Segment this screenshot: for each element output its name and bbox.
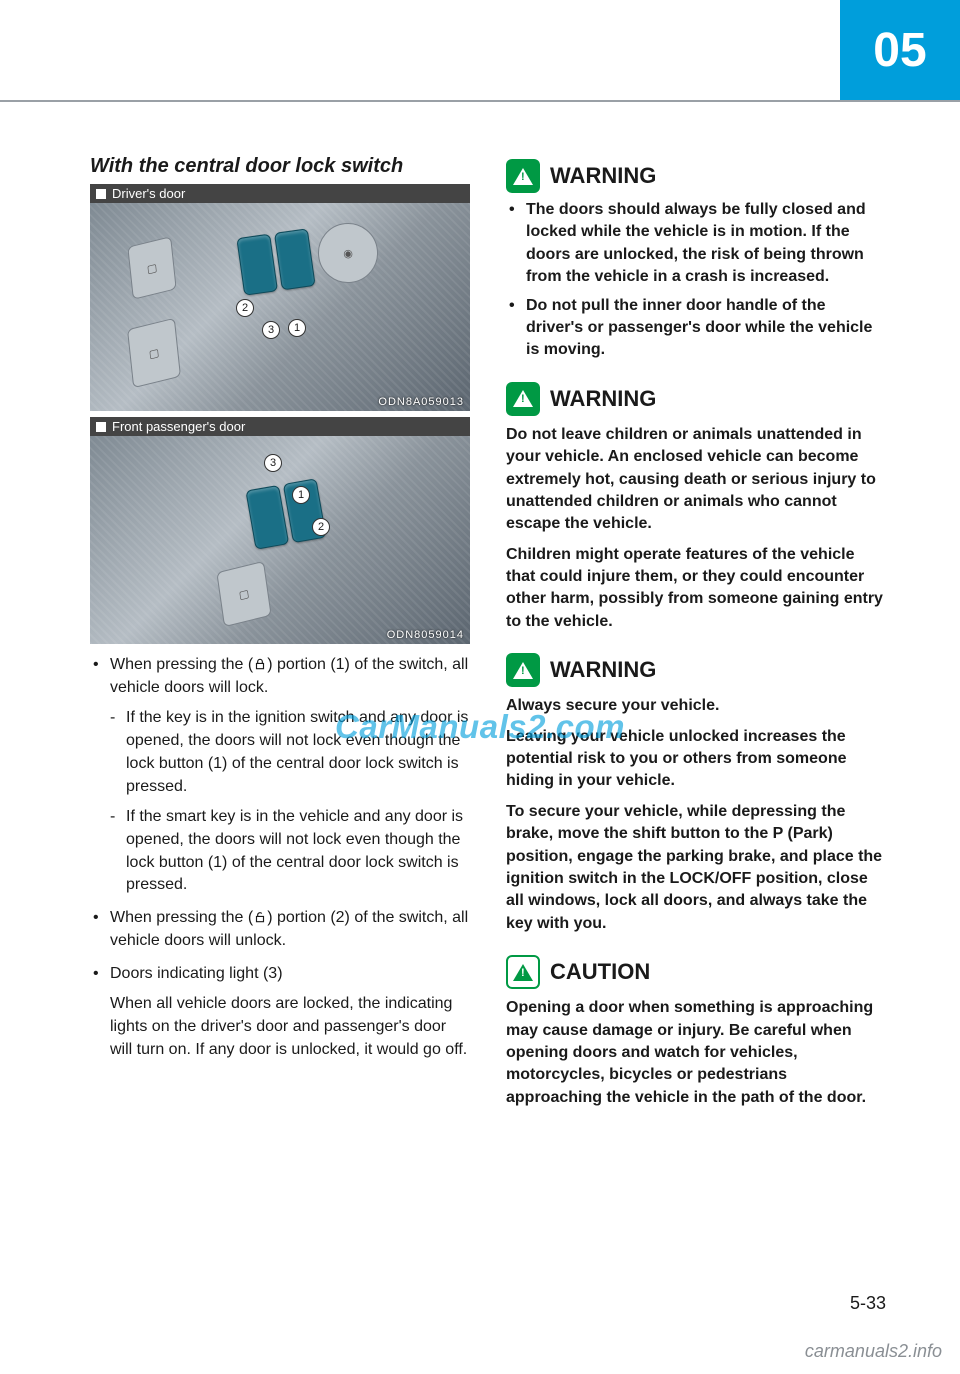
alert-paragraph: Leaving your vehicle unlocked increases … [506, 726, 886, 793]
sub-list-item: If the key is in the ignition switch and… [110, 707, 470, 798]
figure-label: Front passenger's door [90, 417, 470, 436]
square-bullet-icon [96, 189, 106, 199]
alert-paragraph: Do not leave children or animals unatten… [506, 424, 886, 536]
callout-2: 2 [236, 299, 254, 317]
alert-list-item: Do not pull the inner door handle of the… [506, 295, 886, 362]
callout-1: 1 [292, 486, 310, 504]
alert-list: The doors should always be fully closed … [506, 199, 886, 362]
window-switch-icon: ▢ [127, 318, 181, 389]
figure-drivers-door: Driver's door ▢ ▢ ◉ 1 2 3 ODN8A059013 [90, 184, 470, 411]
text: Doors indicating light (3) [110, 965, 283, 982]
tail-paragraph: When all vehicle doors are locked, the i… [110, 993, 470, 1061]
alert-block: ! WARNING Do not leave children or anima… [506, 382, 886, 634]
unlock-icon [253, 909, 267, 923]
body-list: When pressing the () portion (1) of the … [90, 654, 470, 1062]
window-switch-icon: ▢ [216, 561, 271, 627]
figure-label-text: Driver's door [112, 186, 185, 201]
list-item: When pressing the () portion (2) of the … [90, 907, 470, 952]
lock-button-icon [245, 485, 289, 550]
alert-paragraph: To secure your vehicle, while depressing… [506, 801, 886, 935]
caution-icon: ! [506, 955, 540, 989]
alert-body: Opening a door when something is approac… [506, 997, 886, 1109]
alert-title: WARNING [550, 386, 656, 412]
list-item: Doors indicating light (3) When all vehi… [90, 963, 470, 1062]
figure-label: Driver's door [90, 184, 470, 203]
alert-body: Always secure your vehicle. Leaving your… [506, 695, 886, 935]
right-column: ! WARNING The doors should always be ful… [506, 155, 886, 1254]
unlock-button-icon [274, 228, 316, 290]
figure-image: ▢ ▢ ◉ 1 2 3 ODN8A059013 [90, 203, 470, 411]
lock-icon [253, 656, 267, 670]
alert-block: ! CAUTION Opening a door when something … [506, 955, 886, 1109]
warning-icon: ! [506, 653, 540, 687]
alert-body: Do not leave children or animals unatten… [506, 424, 886, 634]
figure-code: ODN8059014 [387, 629, 464, 641]
alert-head: ! WARNING [506, 159, 886, 193]
alert-paragraph: Children might operate features of the v… [506, 544, 886, 634]
figure-passenger-door: Front passenger's door ▢ 1 2 3 ODN805901… [90, 417, 470, 644]
warning-icon: ! [506, 159, 540, 193]
left-column: With the central door lock switch Driver… [90, 155, 470, 1254]
section-title: With the central door lock switch [90, 155, 470, 178]
page-content: With the central door lock switch Driver… [90, 155, 886, 1254]
alert-paragraph: Opening a door when something is approac… [506, 997, 886, 1109]
alert-title: CAUTION [550, 959, 650, 985]
callout-2: 2 [312, 518, 330, 536]
alert-paragraph: Always secure your vehicle. [506, 695, 886, 717]
alert-block: ! WARNING The doors should always be ful… [506, 159, 886, 362]
alert-list-item: The doors should always be fully closed … [506, 199, 886, 289]
alert-block: ! WARNING Always secure your vehicle. Le… [506, 653, 886, 935]
lock-button-icon [236, 234, 278, 296]
warning-icon: ! [506, 382, 540, 416]
alert-head: ! WARNING [506, 382, 886, 416]
alert-title: WARNING [550, 163, 656, 189]
callout-3: 3 [262, 321, 280, 339]
footer-link: carmanuals2.info [805, 1341, 942, 1362]
sub-list-item: If the smart key is in the vehicle and a… [110, 806, 470, 897]
alert-head: ! CAUTION [506, 955, 886, 989]
figure-image: ▢ 1 2 3 ODN8059014 [90, 436, 470, 644]
chapter-tab: 05 [840, 0, 960, 100]
text: When pressing the ( [110, 909, 253, 926]
square-bullet-icon [96, 422, 106, 432]
figure-label-text: Front passenger's door [112, 419, 245, 434]
alert-title: WARNING [550, 657, 656, 683]
window-lock-icon: ▢ [127, 236, 176, 300]
page-number: 5-33 [850, 1293, 886, 1314]
list-item: When pressing the () portion (1) of the … [90, 654, 470, 897]
sub-list: If the key is in the ignition switch and… [110, 707, 470, 897]
callout-3: 3 [264, 454, 282, 472]
text: When pressing the ( [110, 656, 253, 673]
header-rule [0, 100, 960, 102]
mirror-adjust-icon: ◉ [315, 220, 381, 286]
figure-code: ODN8A059013 [378, 396, 464, 408]
alert-head: ! WARNING [506, 653, 886, 687]
callout-1: 1 [288, 319, 306, 337]
